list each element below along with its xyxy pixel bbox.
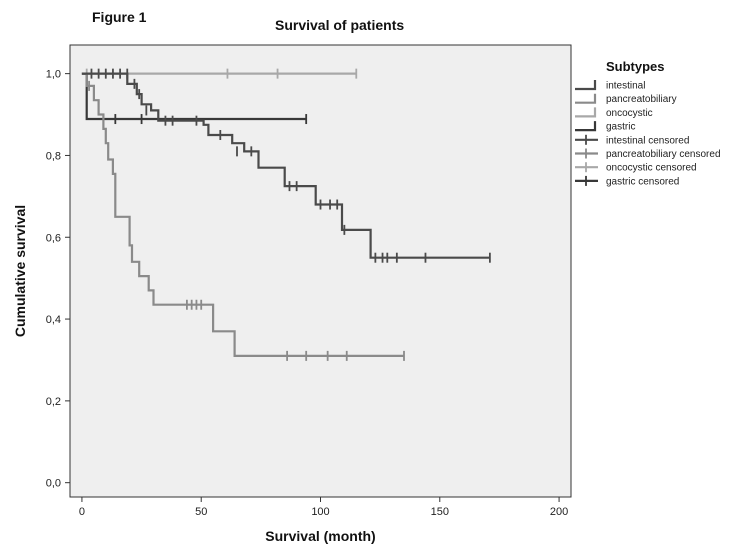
y-axis-title: Cumulative survival bbox=[12, 205, 28, 337]
legend-title: Subtypes bbox=[606, 59, 665, 74]
y-tick-label: 0,8 bbox=[46, 150, 61, 162]
legend-entry: gastric censored bbox=[575, 175, 679, 187]
plot-area bbox=[69, 44, 572, 498]
legend-label: pancreatobiliary bbox=[606, 94, 677, 105]
y-tick-label: 0,4 bbox=[46, 314, 61, 326]
legend-entry: oncocystic censored bbox=[575, 162, 697, 174]
legend-label: intestinal bbox=[606, 81, 645, 92]
legend-entry: oncocystic bbox=[575, 107, 653, 119]
y-tick-label: 0,2 bbox=[46, 396, 61, 408]
legend-label: oncocystic censored bbox=[606, 163, 697, 174]
series-intestinal bbox=[81, 68, 491, 263]
legend-label: gastric bbox=[606, 122, 635, 133]
legend: Subtypes intestinal pancreatobiliary oncoc… bbox=[575, 59, 721, 187]
legend-label: oncocystic bbox=[606, 108, 653, 119]
survival-curve-pancreatobiliary bbox=[81, 72, 404, 357]
legend-line-swatch bbox=[575, 80, 597, 91]
x-tick-label: 50 bbox=[195, 506, 207, 518]
legend-label: pancreatobiliary censored bbox=[606, 149, 721, 160]
legend-line-swatch bbox=[575, 93, 597, 104]
x-tick-label: 0 bbox=[79, 506, 85, 518]
axis-ticks: 0 50 100 150 200 0,0 0,2 0,4 0,6 0,8 1,0 bbox=[46, 69, 569, 518]
y-tick-label: 0,0 bbox=[46, 478, 61, 490]
x-tick-label: 200 bbox=[550, 506, 568, 518]
series-layer bbox=[81, 68, 491, 361]
legend-entry: intestinal bbox=[575, 80, 645, 92]
x-tick-label: 100 bbox=[311, 506, 329, 518]
x-axis-title: Survival (month) bbox=[265, 528, 375, 544]
legend-entry: gastric bbox=[575, 121, 635, 133]
chart-title: Survival of patients bbox=[275, 17, 405, 33]
legend-entry: pancreatobiliary censored bbox=[575, 148, 721, 160]
legend-label: intestinal censored bbox=[606, 135, 689, 146]
figure-label: Figure 1 bbox=[92, 9, 147, 25]
series-pancreatobiliary bbox=[81, 72, 405, 361]
legend-entry: intestinal censored bbox=[575, 134, 689, 146]
legend-label: gastric censored bbox=[606, 176, 679, 187]
y-tick-label: 1,0 bbox=[46, 69, 61, 81]
legend-line-swatch bbox=[575, 107, 597, 118]
y-tick-label: 0,6 bbox=[46, 232, 61, 244]
legend-line-swatch bbox=[575, 121, 597, 132]
x-tick-label: 150 bbox=[431, 506, 449, 518]
legend-entry: pancreatobiliary bbox=[575, 93, 677, 105]
